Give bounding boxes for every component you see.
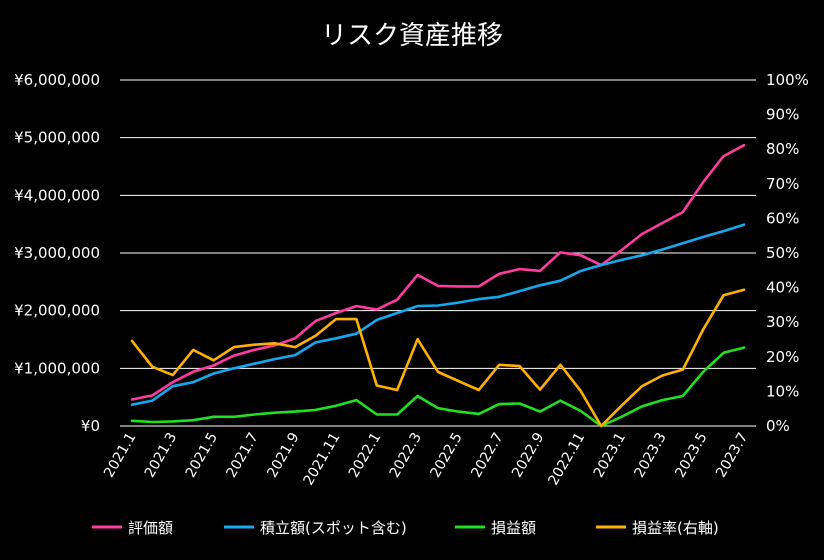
x-tick-label: 2023.5 xyxy=(672,430,710,480)
series-group xyxy=(130,143,746,428)
x-tick-label: 2022.5 xyxy=(428,430,466,480)
legend-label: 損益額 xyxy=(491,519,536,537)
gridlines xyxy=(120,79,756,427)
right-tick-label: 100% xyxy=(766,71,809,89)
left-axis: ¥0 ¥1,000,000 ¥2,000,000 ¥3,000,000 ¥4,000,0… xyxy=(14,71,100,435)
x-tick-label: 2022.9 xyxy=(509,430,547,480)
left-tick-label: ¥1,000,000 xyxy=(14,359,100,377)
x-tick-label: 2021.7 xyxy=(224,430,262,480)
series-line-2 xyxy=(130,346,746,428)
left-tick-label: ¥6,000,000 xyxy=(14,71,100,89)
right-tick-label: 40% xyxy=(766,279,799,297)
legend-label: 損益率(右軸) xyxy=(632,519,719,537)
left-tick-label: ¥5,000,000 xyxy=(14,129,100,147)
left-tick-label: ¥3,000,000 xyxy=(14,244,100,262)
x-tick-label: 2021.1 xyxy=(101,430,139,480)
x-tick-label: 2021.11 xyxy=(301,430,344,488)
x-tick-label: 2023.3 xyxy=(632,430,670,480)
right-tick-label: 80% xyxy=(766,140,799,158)
x-tick-label: 2022.11 xyxy=(545,430,588,488)
series-line-3 xyxy=(130,288,746,428)
right-tick-label: 0% xyxy=(766,417,790,435)
x-tick-label: 2022.3 xyxy=(387,430,425,480)
chart-title: リスク資産推移 xyxy=(321,21,503,51)
left-tick-label: ¥0 xyxy=(81,417,100,435)
left-tick-label: ¥2,000,000 xyxy=(14,302,100,320)
left-tick-label: ¥4,000,000 xyxy=(14,186,100,204)
legend-label: 評価額 xyxy=(128,519,173,537)
x-tick-label: 2021.9 xyxy=(264,430,302,480)
x-tick-label: 2021.5 xyxy=(183,430,221,480)
right-tick-label: 70% xyxy=(766,175,799,193)
x-tick-label: 2023.1 xyxy=(591,430,629,480)
right-tick-label: 20% xyxy=(766,348,799,366)
x-tick-label: 2022.1 xyxy=(346,430,384,480)
right-tick-label: 50% xyxy=(766,244,799,262)
series-line-0 xyxy=(130,143,746,401)
right-tick-label: 60% xyxy=(766,209,799,227)
right-tick-label: 30% xyxy=(766,313,799,331)
right-tick-label: 10% xyxy=(766,382,799,400)
x-tick-label: 2023.7 xyxy=(713,430,751,480)
right-axis: 0% 10% 20% 30% 40% 50% 60% 70% 80% 90% 100% xyxy=(766,71,809,435)
x-tick-label: 2021.3 xyxy=(142,430,180,480)
series-line-1 xyxy=(130,223,746,407)
legend-label: 積立額(スポット含む) xyxy=(260,519,407,537)
legend: 評価額 積立額(スポット含む) 損益額 損益率(右軸) xyxy=(92,519,719,537)
right-tick-label: 90% xyxy=(766,106,799,124)
x-tick-label: 2022.7 xyxy=(468,430,506,480)
